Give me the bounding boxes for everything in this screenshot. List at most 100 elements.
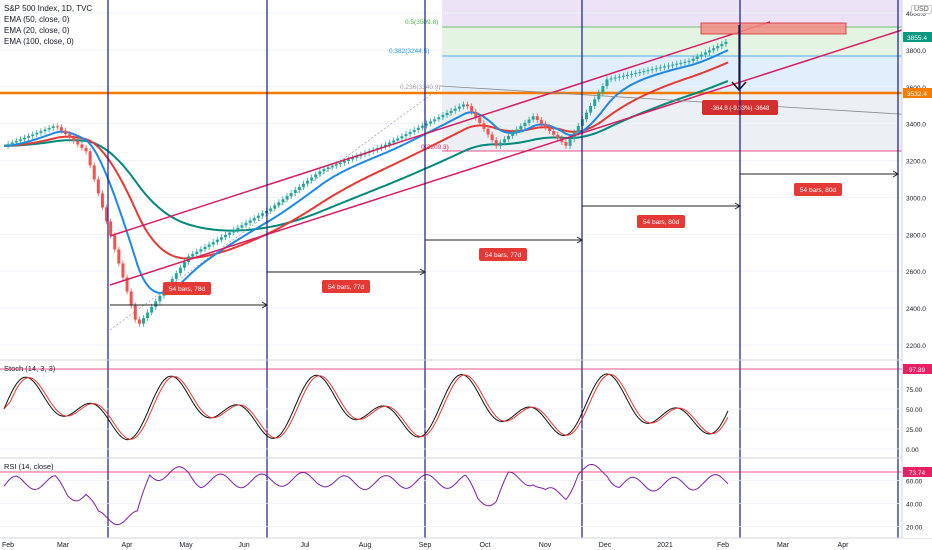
candle-body	[224, 234, 228, 238]
time-axis-label: Mar	[777, 542, 790, 549]
candle-body	[314, 174, 318, 178]
price-badge-value: 3532.4	[907, 91, 927, 98]
candle-body	[51, 126, 55, 128]
candle-body	[638, 72, 642, 74]
candle-body	[527, 119, 531, 123]
candle-body	[519, 126, 523, 130]
candle-body	[400, 136, 404, 139]
candle-body	[137, 319, 141, 324]
time-axis-label: Nov	[539, 542, 552, 549]
candle-body	[35, 132, 39, 135]
candle-body	[601, 86, 605, 93]
candle-body	[671, 64, 675, 66]
bar-count-arrow-head	[734, 202, 741, 210]
price-axis-tick: 3400.0	[906, 122, 926, 129]
indicator-ema-20-label: EMA (20, close, 0)	[4, 26, 70, 35]
fib-level-label: 0(3209.3)	[421, 144, 449, 151]
bar-count-label: 54 bars, 78d	[169, 286, 206, 293]
rsi-badge	[903, 467, 932, 477]
candle-body	[121, 263, 125, 278]
candle-body	[10, 142, 14, 145]
candle-body	[18, 139, 22, 141]
candle-body	[326, 167, 330, 169]
candle-body	[511, 132, 515, 136]
price-axis-tick: 2200.0	[906, 343, 926, 350]
candle-body	[293, 189, 297, 194]
target-zone-box	[700, 22, 847, 35]
candle-body	[174, 273, 178, 279]
channel-lower-line	[109, 29, 903, 286]
candle-body	[80, 144, 84, 148]
stoch-axis-tick: 75.00	[906, 387, 923, 394]
candle-body	[178, 267, 182, 274]
fib-level-label: 0.382(3244.5)	[389, 48, 429, 55]
price-axis-tick: 2600.0	[906, 269, 926, 276]
bar-count-label-box	[163, 282, 211, 295]
stoch-title: Stoch (14, 3, 3)	[4, 364, 56, 373]
candle-body	[658, 67, 662, 69]
rsi-title: RSI (14, close)	[4, 462, 54, 471]
time-axis-label: May	[179, 542, 193, 549]
candle-body	[76, 141, 80, 145]
bar-count-label: 54 bars, 77d	[485, 252, 522, 259]
candle-body	[125, 277, 129, 292]
candle-body	[88, 151, 92, 166]
stoch-axis-tick: 25.00	[906, 427, 923, 434]
candle-body	[154, 301, 158, 307]
candle-body	[351, 157, 355, 160]
projection-arrow-head	[731, 81, 747, 92]
candle-body	[699, 54, 703, 57]
candle-body	[416, 127, 420, 130]
candle-body	[449, 110, 453, 113]
ema-20-line	[3, 49, 729, 294]
candle-body	[256, 215, 260, 219]
candle-body	[498, 142, 502, 146]
candle-body	[654, 68, 658, 70]
bar-count-label-box	[322, 280, 370, 293]
candle-body	[199, 249, 203, 252]
price-axis-tick: 3000.0	[906, 195, 926, 202]
candle-body	[23, 137, 27, 140]
candle-body	[617, 76, 621, 78]
stoch-badge-value: 97.89	[909, 367, 926, 374]
candle-body	[6, 144, 10, 146]
candle-body	[228, 232, 232, 235]
candle-body	[404, 134, 408, 137]
candle-body	[334, 164, 338, 166]
candle-body	[609, 78, 613, 80]
candle-body	[621, 75, 625, 77]
candle-body	[310, 177, 314, 181]
candle-body	[43, 129, 47, 132]
bar-count-label: 54 bars, 80d	[643, 219, 680, 226]
candle-body	[285, 196, 289, 200]
fib-level-label: 0.5(3509.8)	[405, 19, 438, 26]
candle-body	[642, 71, 646, 73]
candle-body	[568, 139, 572, 146]
bar-count-label: 54 bars, 77d	[328, 284, 365, 291]
time-axis-label: Apr	[122, 542, 134, 549]
candle-body	[605, 79, 609, 87]
candle-body	[84, 147, 88, 152]
stoch-axis-tick: 0.00	[906, 447, 919, 454]
candle-body	[207, 244, 211, 247]
candle-body	[716, 46, 720, 49]
candle-body	[252, 218, 256, 221]
symbol-title: S&P 500 Index, 1D, TVC	[4, 4, 93, 13]
indicator-ema-50-label: EMA (50, close, 0)	[4, 15, 70, 24]
candle-body	[482, 123, 486, 129]
price-badge	[903, 32, 932, 42]
candle-body	[96, 179, 100, 194]
channel-upper-line	[109, 21, 771, 237]
candle-body	[55, 126, 59, 128]
candle-body	[703, 52, 707, 55]
price-badge	[903, 88, 932, 98]
bar-count-arrow-head	[892, 170, 899, 178]
candle-body	[31, 134, 35, 137]
candle-body	[474, 111, 478, 118]
price-axis-tick: 3800.0	[906, 48, 926, 55]
candle-body	[195, 251, 199, 255]
currency-button[interactable]: USD	[911, 5, 932, 14]
candle-body	[289, 193, 293, 197]
candle-body	[552, 131, 556, 135]
